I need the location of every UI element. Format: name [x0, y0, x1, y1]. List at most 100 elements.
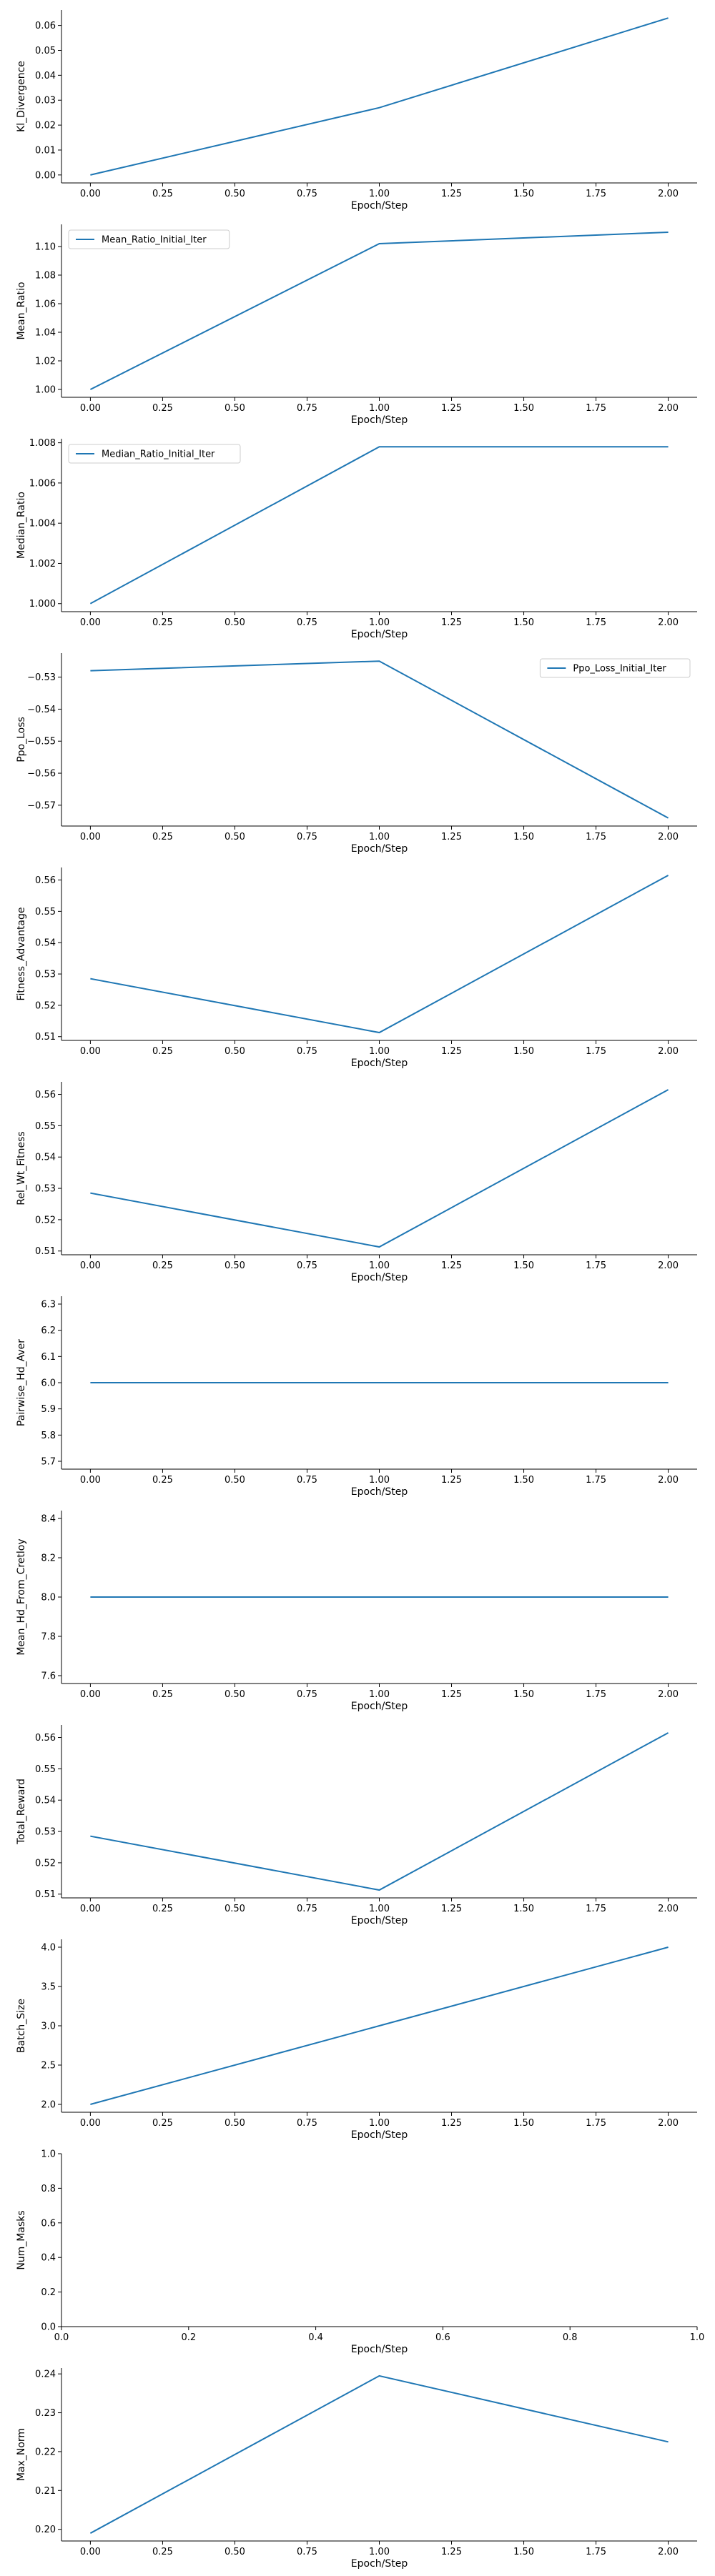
y-axis-label: Median_Ratio — [16, 492, 27, 559]
x-tick-label: 0.00 — [80, 832, 101, 842]
y-axis-label: Mean_Ratio — [16, 282, 27, 339]
y-tick-label: 2.0 — [41, 2100, 56, 2111]
x-tick-label: 2.00 — [658, 1260, 679, 1271]
x-tick-label: 0.00 — [80, 1046, 101, 1057]
y-tick-label: 5.9 — [41, 1404, 56, 1415]
x-tick-label: 0.50 — [225, 2547, 245, 2557]
x-tick-label: 1.00 — [369, 1904, 390, 1914]
series-line-1 — [90, 661, 668, 818]
x-tick-label: 0.50 — [225, 403, 245, 414]
x-tick-label: 1.00 — [369, 832, 390, 842]
x-axis-label: Epoch/Step — [351, 200, 408, 212]
y-tick-label: 1.04 — [35, 328, 56, 339]
x-tick-label: 1.50 — [513, 403, 534, 414]
x-tick-label: 0.75 — [297, 189, 317, 199]
x-tick-label: 0.25 — [152, 832, 173, 842]
y-tick-label: 6.0 — [41, 1378, 56, 1389]
x-tick-label: 1.0 — [690, 2332, 705, 2343]
x-tick-label: 1.00 — [369, 2118, 390, 2129]
legend-label: Median_Ratio_Initial_Iter — [102, 449, 215, 460]
y-tick-label: 0.54 — [35, 1153, 56, 1163]
x-tick-label: 1.00 — [369, 2547, 390, 2557]
x-tick-label: 0.2 — [181, 2332, 196, 2343]
y-tick-label: 0.0 — [41, 2322, 56, 2333]
x-tick-label: 0.75 — [297, 1475, 317, 1486]
y-tick-label: 0.51 — [35, 1032, 56, 1043]
x-tick-label: 0.75 — [297, 1904, 317, 1914]
y-tick-label: 0.03 — [35, 96, 56, 106]
y-tick-label: 6.3 — [41, 1300, 56, 1311]
legend: Mean_Ratio_Initial_Iter — [69, 230, 230, 249]
y-tick-label: −0.55 — [27, 737, 56, 747]
x-tick-label: 0.75 — [297, 2547, 317, 2557]
y-tick-label: 0.02 — [35, 121, 56, 131]
x-tick-label: 1.75 — [586, 189, 606, 199]
y-tick-label: 0.55 — [35, 1121, 56, 1132]
x-tick-label: 1.25 — [441, 1475, 462, 1486]
x-tick-label: 0.50 — [225, 1689, 245, 1700]
y-axis-label: Max_Norm — [16, 2428, 27, 2481]
x-tick-label: 1.25 — [441, 617, 462, 628]
x-tick-label: 2.00 — [658, 1046, 679, 1057]
series-line-1 — [90, 232, 668, 389]
x-tick-label: 0.00 — [80, 1260, 101, 1271]
x-axis-label: Epoch/Step — [351, 2129, 408, 2141]
x-tick-label: 0.00 — [80, 1689, 101, 1700]
x-axis-label: Epoch/Step — [351, 1058, 408, 1069]
x-tick-label: 0.25 — [152, 1260, 173, 1271]
y-tick-label: −0.54 — [27, 705, 56, 715]
y-tick-label: 1.10 — [35, 242, 56, 253]
x-tick-label: 1.00 — [369, 1689, 390, 1700]
y-axis-label: Kl_Divergence — [16, 61, 27, 132]
y-tick-label: 0.00 — [35, 170, 56, 181]
x-axis-label: Epoch/Step — [351, 2558, 408, 2570]
y-tick-label: 0.55 — [35, 907, 56, 917]
y-tick-label: 6.2 — [41, 1326, 56, 1336]
x-tick-label: 2.00 — [658, 2547, 679, 2557]
series-line-1 — [90, 18, 668, 175]
y-tick-label: 0.04 — [35, 71, 56, 81]
x-tick-label: 0.25 — [152, 1904, 173, 1914]
y-tick-label: −0.56 — [27, 769, 56, 780]
x-tick-label: 0.25 — [152, 2547, 173, 2557]
y-tick-label: 5.7 — [41, 1457, 56, 1468]
x-axis-label: Epoch/Step — [351, 1701, 408, 1712]
y-tick-label: 0.06 — [35, 21, 56, 31]
series-line-1 — [90, 2376, 668, 2533]
x-tick-label: 1.50 — [513, 189, 534, 199]
y-tick-label: 2.5 — [41, 2061, 56, 2072]
x-tick-label: 1.50 — [513, 832, 534, 842]
x-tick-label: 0.8 — [563, 2332, 578, 2343]
x-tick-label: 0.50 — [225, 2118, 245, 2129]
x-tick-label: 1.25 — [441, 403, 462, 414]
x-tick-label: 2.00 — [658, 2118, 679, 2129]
x-tick-label: 0.50 — [225, 1046, 245, 1057]
x-tick-label: 1.50 — [513, 1689, 534, 1700]
y-tick-label: 0.52 — [35, 1858, 56, 1869]
x-tick-label: 0.75 — [297, 617, 317, 628]
x-tick-label: 1.50 — [513, 2547, 534, 2557]
y-tick-label: 0.2 — [41, 2287, 56, 2298]
legend: Median_Ratio_Initial_Iter — [69, 444, 240, 463]
y-tick-label: 8.2 — [41, 1553, 56, 1564]
x-tick-label: 1.00 — [369, 1046, 390, 1057]
x-tick-label: 1.25 — [441, 832, 462, 842]
x-tick-label: 0.75 — [297, 403, 317, 414]
x-tick-label: 1.00 — [369, 1475, 390, 1486]
y-tick-label: 0.20 — [35, 2525, 56, 2535]
x-tick-label: 0.00 — [80, 189, 101, 199]
y-tick-label: 1.004 — [29, 519, 56, 529]
series-line-1 — [90, 447, 668, 603]
x-axis-label: Epoch/Step — [351, 629, 408, 640]
y-axis-label: Batch_Size — [16, 1999, 27, 2053]
x-tick-label: 0.25 — [152, 1689, 173, 1700]
x-tick-label: 2.00 — [658, 832, 679, 842]
x-tick-label: 1.75 — [586, 2547, 606, 2557]
x-tick-label: 0.75 — [297, 2118, 317, 2129]
